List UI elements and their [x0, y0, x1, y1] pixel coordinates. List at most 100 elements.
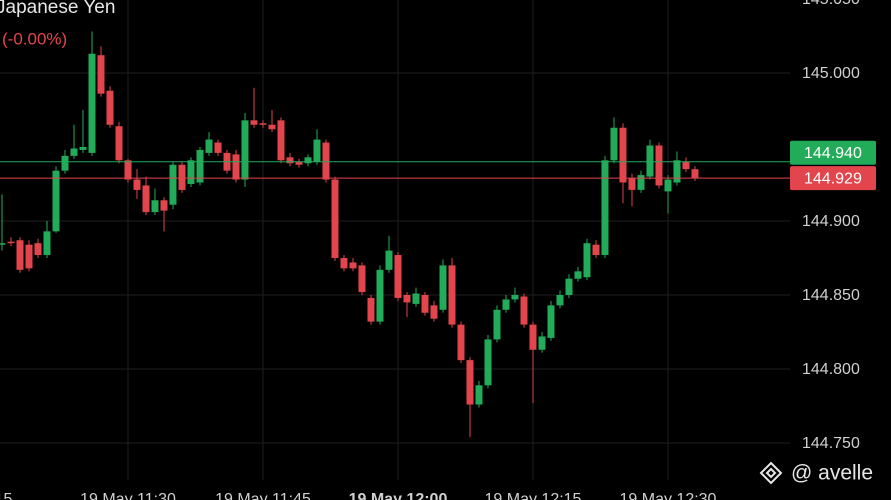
x-tick-label: 19 May 12:15	[485, 491, 582, 500]
grid	[0, 0, 790, 480]
candle-body	[241, 120, 249, 180]
candle-body	[520, 296, 528, 325]
price-label: 144.940	[804, 145, 862, 162]
candle-body	[664, 179, 672, 192]
candle-body	[637, 175, 645, 190]
candle-body	[142, 185, 150, 213]
candle-body	[628, 178, 636, 190]
candles	[0, 31, 699, 438]
candle-body	[133, 179, 141, 190]
candle-body	[457, 324, 465, 361]
watermark: @ avelle	[791, 462, 873, 485]
y-tick-label: 144.850	[802, 287, 860, 304]
candle-body	[16, 240, 24, 270]
candle-body	[376, 269, 384, 322]
candle-body	[187, 160, 195, 184]
candle-body	[106, 90, 114, 125]
y-tick-label: 144.900	[802, 213, 860, 230]
candle-body	[556, 294, 564, 306]
logo-diamond	[759, 461, 783, 485]
change-percent: (-0.00%)	[2, 29, 67, 48]
candle-body	[115, 126, 123, 161]
candle-body	[268, 124, 276, 130]
candle-body	[412, 293, 420, 304]
candle-body	[592, 244, 600, 256]
candle-body	[196, 149, 204, 183]
candle-body	[7, 241, 15, 244]
candle-body	[511, 294, 519, 300]
y-tick-label: 145.050	[802, 0, 860, 8]
y-tick-label: 144.800	[802, 361, 860, 378]
candle-body	[673, 160, 681, 183]
candle-body	[295, 161, 303, 165]
candle-body	[682, 161, 690, 170]
candle-body	[421, 294, 429, 313]
candle-body	[250, 120, 258, 125]
watermark-icon	[759, 461, 783, 485]
candle-body	[151, 200, 159, 213]
candle-body	[97, 55, 105, 94]
candle-body	[0, 243, 6, 245]
candle-body	[574, 271, 582, 279]
x-tick-label: 19 May 11:45	[215, 491, 311, 500]
candle-body	[61, 155, 69, 171]
candle-body	[286, 157, 294, 164]
candle-body	[502, 299, 510, 310]
candle-body	[691, 169, 699, 179]
candle-body	[565, 278, 573, 295]
candle-body	[403, 294, 411, 303]
candle-body	[25, 244, 33, 269]
candle-body	[322, 142, 330, 180]
candle-body	[259, 123, 267, 125]
candle-body	[610, 127, 618, 161]
x-tick-label: 11:15	[0, 491, 13, 500]
candle-body	[214, 142, 222, 153]
candle-body	[349, 262, 357, 269]
price-label-box	[790, 140, 876, 165]
candle-body	[43, 231, 51, 256]
candle-body	[385, 250, 393, 270]
candle-body	[34, 243, 42, 256]
candle-body	[367, 297, 375, 322]
candle-body	[601, 160, 609, 256]
candle-body	[340, 257, 348, 269]
candle-body	[547, 305, 555, 338]
candle-body	[70, 148, 78, 156]
candle-body	[538, 336, 546, 350]
candle-body	[160, 200, 168, 211]
candle-body	[448, 265, 456, 325]
candle-body	[430, 305, 438, 319]
x-tick-label: 19 May 12:00	[349, 491, 448, 500]
x-tick-label: 19 May 12:30	[620, 491, 717, 500]
price-label-box	[790, 166, 876, 191]
candle-body	[466, 360, 474, 405]
candle-body	[331, 179, 339, 258]
candle-body	[646, 145, 654, 177]
candle-body	[394, 255, 402, 298]
chart-title: Japanese Yen	[0, 0, 115, 18]
candle-body	[358, 265, 366, 293]
candle-body	[205, 139, 213, 153]
candle-body	[529, 324, 537, 350]
candle-body	[232, 154, 240, 180]
candle-body	[439, 265, 447, 310]
candle-body	[169, 164, 177, 205]
candle-body	[304, 157, 312, 164]
price-label: 144.929	[804, 170, 862, 187]
candle-body	[79, 146, 87, 150]
candle-body	[178, 164, 186, 190]
candle-body	[619, 127, 627, 183]
candle-body	[475, 385, 483, 405]
x-tick-label: 19 May 11:30	[80, 491, 176, 500]
candle-body	[484, 339, 492, 386]
candle-body	[124, 160, 132, 180]
candle-body	[493, 309, 501, 340]
logo-inner	[765, 467, 777, 479]
candle-body	[583, 243, 591, 278]
candle-body	[655, 145, 663, 186]
candle-body	[277, 120, 285, 161]
candle-body	[52, 170, 60, 232]
